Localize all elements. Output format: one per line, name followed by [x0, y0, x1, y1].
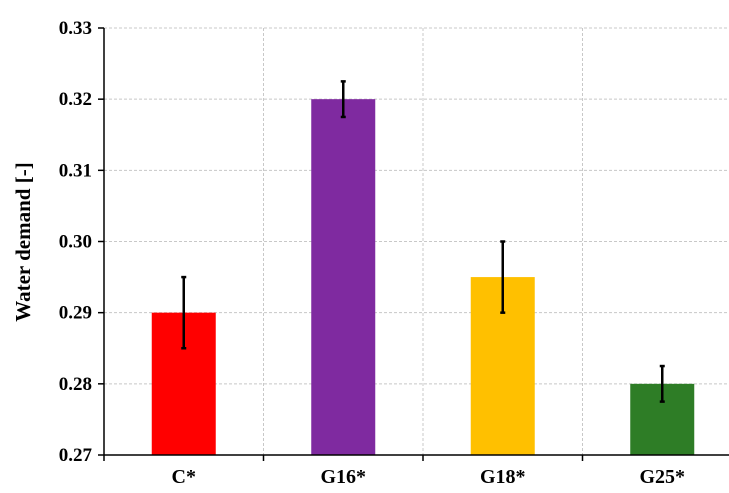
axes: [98, 27, 729, 461]
y-tick-label: 0.27: [59, 445, 93, 466]
y-tick-label: 0.32: [59, 89, 92, 110]
y-axis-title: Water demand [-]: [11, 162, 35, 321]
y-tick-labels: 0.27 0.28 0.29 0.30 0.31 0.32 0.33: [59, 18, 93, 466]
bar: [311, 99, 376, 456]
y-tick-label: 0.33: [59, 18, 92, 39]
error-bars: [181, 80, 665, 403]
x-tick-label: G16*: [320, 466, 366, 488]
x-tick-labels: C* G16* G18* G25*: [172, 466, 686, 488]
x-tick-label: C*: [172, 466, 196, 488]
x-tick-label: G25*: [639, 466, 685, 488]
x-tick-label: G18*: [480, 466, 526, 488]
y-tick-label: 0.30: [59, 232, 92, 253]
y-tick-label: 0.28: [59, 374, 92, 395]
y-tick-label: 0.31: [59, 160, 92, 181]
y-tick-label: 0.29: [59, 303, 92, 324]
bars: [151, 99, 695, 456]
